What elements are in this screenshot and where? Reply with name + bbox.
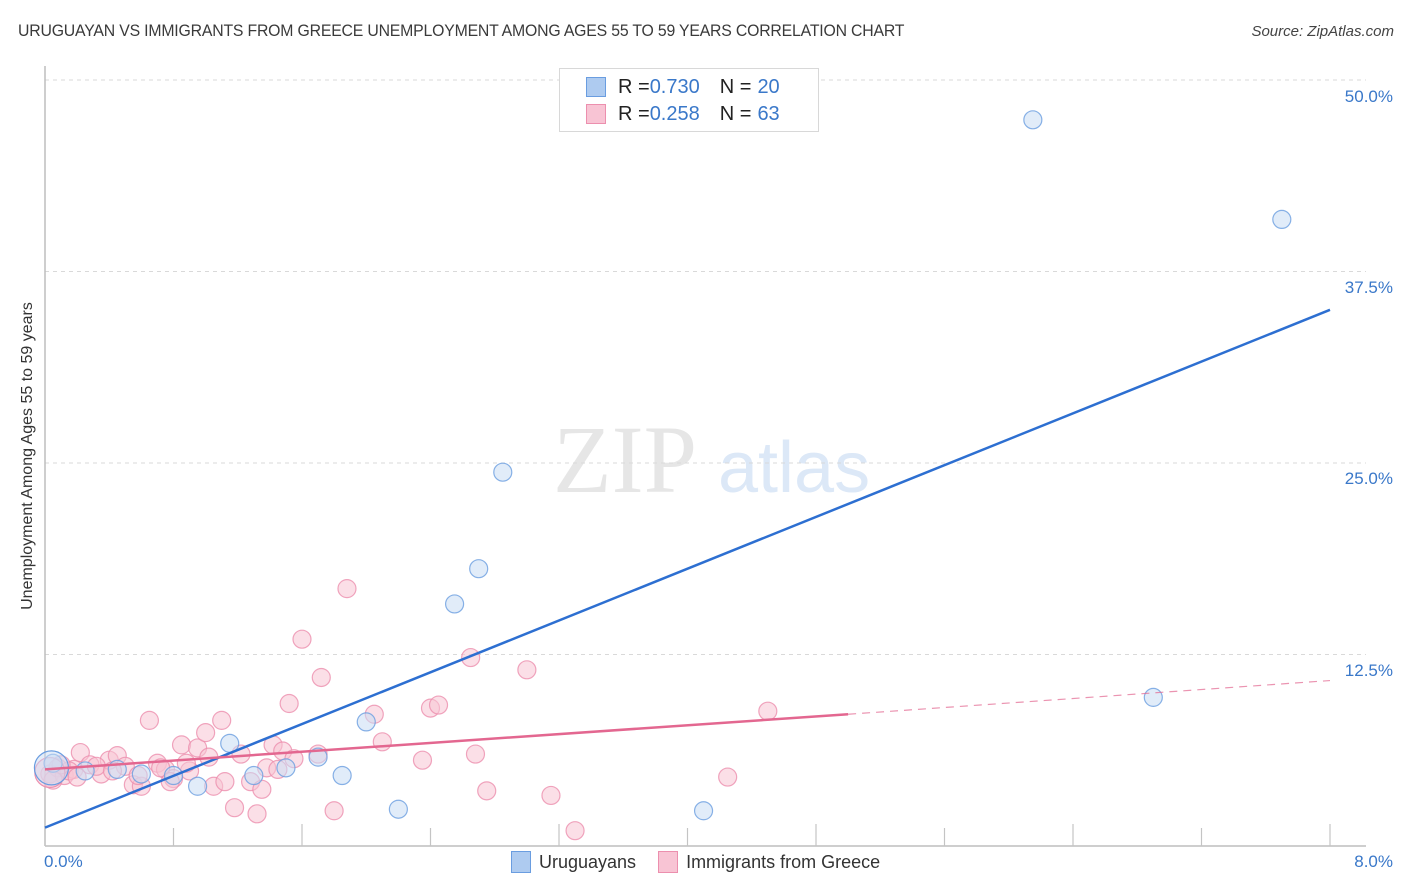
watermark-zip: ZIP <box>553 406 697 513</box>
data-point[interactable] <box>276 758 296 778</box>
watermark-atlas: atlas <box>718 428 870 508</box>
data-point[interactable] <box>244 765 264 786</box>
data-point[interactable] <box>215 772 235 792</box>
data-point[interactable] <box>279 693 299 714</box>
data-point[interactable] <box>247 804 267 824</box>
data-point[interactable] <box>388 799 408 819</box>
data-point[interactable] <box>428 695 449 715</box>
trend-lines <box>44 308 1331 829</box>
data-point[interactable] <box>693 801 714 821</box>
chart-title: URUGUAYAN VS IMMIGRANTS FROM GREECE UNEM… <box>18 21 905 40</box>
legend-row-greece: R = 0.258 N = 63 <box>586 102 780 126</box>
data-point[interactable] <box>1023 110 1043 130</box>
uruguayans-trend-line <box>44 308 1331 829</box>
y-tick-12-5: 12.5% <box>1344 661 1393 680</box>
n-label: N = <box>719 102 752 125</box>
data-point[interactable] <box>1143 687 1163 707</box>
legend-label: Uruguayans <box>539 851 637 872</box>
series-legend: Uruguayans Immigrants from Greece <box>511 851 902 873</box>
legend-item-greece[interactable]: Immigrants from Greece <box>658 851 880 873</box>
y-tick-50: 50.0% <box>1344 87 1393 106</box>
data-point[interactable] <box>477 781 497 801</box>
data-point[interactable] <box>131 764 151 784</box>
data-point[interactable] <box>187 776 208 796</box>
series-immigrants-from-greece <box>34 579 778 841</box>
source-label: Source: ZipAtlas.com <box>1251 23 1394 40</box>
data-point[interactable] <box>171 735 192 755</box>
y-tick-37-5: 37.5% <box>1344 278 1393 297</box>
data-point[interactable] <box>75 761 95 781</box>
greece-trend-line <box>44 713 849 771</box>
data-point[interactable] <box>517 660 537 680</box>
data-point[interactable] <box>332 765 352 786</box>
n-value: 20 <box>757 75 780 98</box>
data-point[interactable] <box>412 750 433 770</box>
data-point[interactable] <box>337 579 357 599</box>
data-point[interactable] <box>469 559 489 579</box>
data-point[interactable] <box>224 798 245 818</box>
data-point[interactable] <box>372 732 392 752</box>
blue-swatch-icon <box>586 77 606 97</box>
legend-row-uruguayans: R = 0.730 N = 20 <box>586 75 780 99</box>
blue-swatch-icon <box>511 851 531 873</box>
data-point[interactable] <box>718 767 738 787</box>
data-point[interactable] <box>292 629 312 649</box>
data-point[interactable] <box>493 462 513 482</box>
greece-trend-line-extrapolated <box>848 679 1331 715</box>
data-point[interactable] <box>212 710 232 730</box>
gridlines <box>45 79 1366 655</box>
data-point[interactable] <box>565 821 585 841</box>
correlation-legend: R = 0.730 N = 20 R = 0.258 N = 63 <box>559 68 819 132</box>
y-tick-25: 25.0% <box>1344 469 1393 488</box>
r-label: R = <box>618 102 650 125</box>
data-point[interactable] <box>1272 209 1292 230</box>
r-value: 0.730 <box>649 75 700 98</box>
legend-label: Immigrants from Greece <box>686 851 881 872</box>
data-point[interactable] <box>465 744 486 764</box>
data-point[interactable] <box>356 712 376 732</box>
legend-item-uruguayans[interactable]: Uruguayans <box>511 851 636 873</box>
data-point[interactable] <box>444 594 465 614</box>
data-point[interactable] <box>324 801 344 821</box>
r-value: 0.258 <box>649 102 700 125</box>
pink-swatch-icon <box>658 851 679 873</box>
y-axis-label: Unemployment Among Ages 55 to 59 years <box>19 302 36 610</box>
x-tick-min: 0.0% <box>44 852 83 871</box>
data-point[interactable] <box>311 667 331 688</box>
axes <box>44 66 1366 847</box>
data-point[interactable] <box>541 785 561 806</box>
pink-swatch-icon <box>586 104 606 124</box>
x-tick-max: 8.0% <box>1354 852 1393 871</box>
data-point[interactable] <box>139 710 160 730</box>
data-point[interactable] <box>308 747 328 767</box>
data-point[interactable] <box>758 701 778 721</box>
n-label: N = <box>719 75 752 98</box>
data-point[interactable] <box>196 723 216 743</box>
n-value: 63 <box>757 102 780 125</box>
r-label: R = <box>618 75 650 98</box>
